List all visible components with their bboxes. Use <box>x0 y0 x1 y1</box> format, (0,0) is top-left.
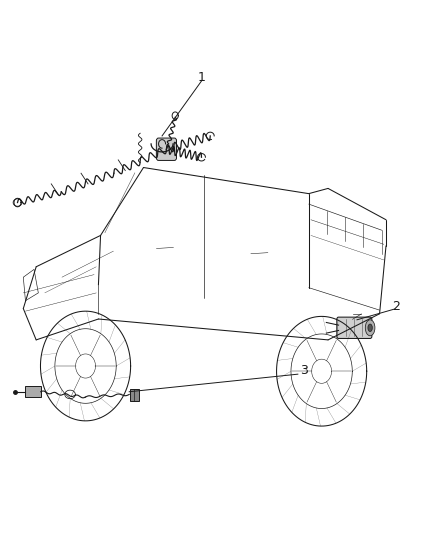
Ellipse shape <box>365 320 375 336</box>
Text: 3: 3 <box>300 364 308 377</box>
FancyBboxPatch shape <box>337 317 372 338</box>
Text: 2: 2 <box>392 300 400 313</box>
Ellipse shape <box>368 324 372 332</box>
Bar <box>25 386 41 397</box>
Bar <box>130 389 139 401</box>
FancyBboxPatch shape <box>156 138 177 160</box>
Text: 1: 1 <box>198 71 205 84</box>
